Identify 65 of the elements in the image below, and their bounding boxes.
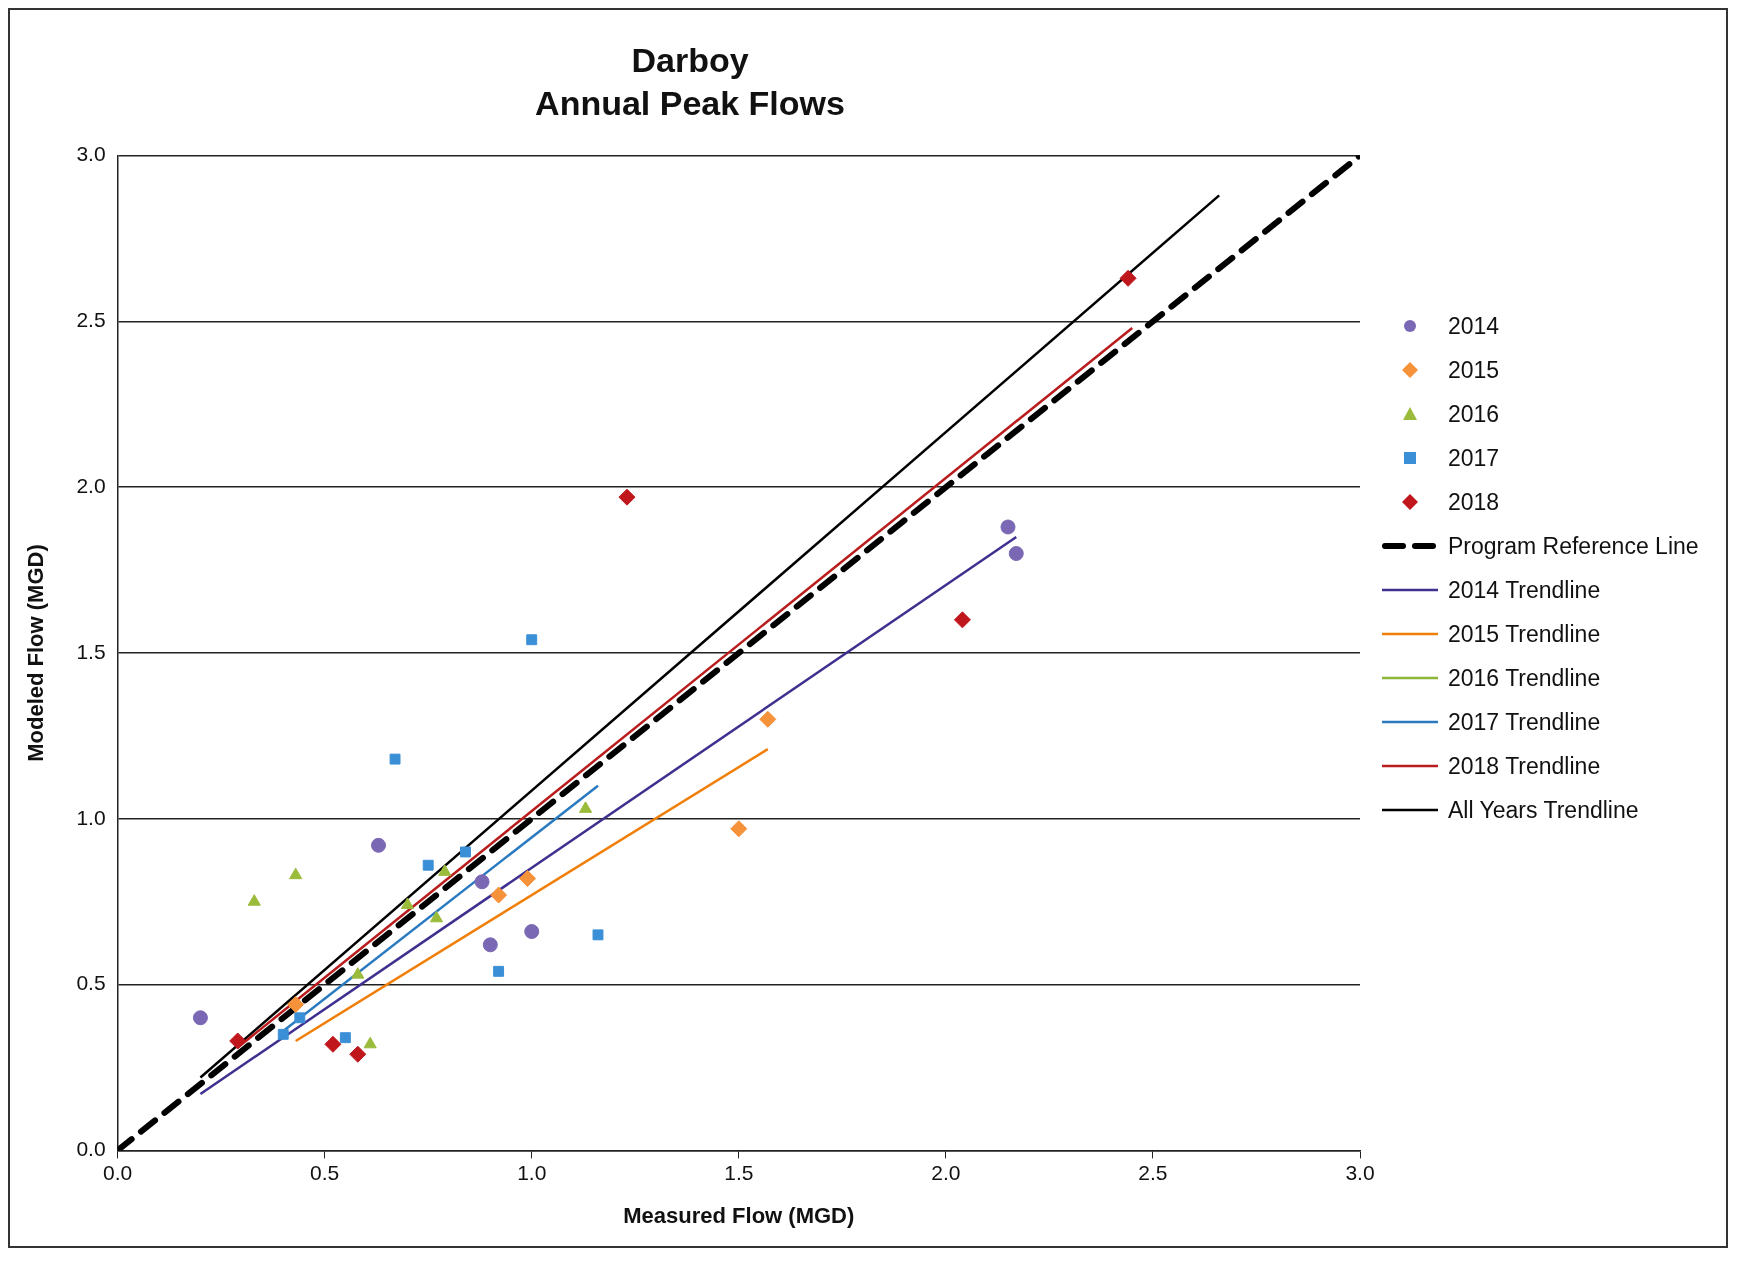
legend-label: 2018 Trendline <box>1448 752 1601 780</box>
point <box>339 1032 351 1044</box>
point <box>1119 269 1137 287</box>
x-tick-label: 2.5 <box>1138 1160 1168 1184</box>
point <box>287 996 305 1013</box>
legend-label: All Years Trendline <box>1448 796 1639 824</box>
x-axis-title: Measured Flow (MGD) <box>623 1202 855 1228</box>
point <box>526 634 538 646</box>
legend-label: 2018 <box>1448 488 1500 516</box>
chart-title: Darboy <box>631 40 749 79</box>
x-tick-label: 1.0 <box>517 1160 547 1184</box>
y-tick-label: 1.5 <box>76 639 106 663</box>
point <box>277 1028 289 1040</box>
y-tick-label: 2.0 <box>76 474 106 497</box>
point <box>474 874 490 890</box>
point <box>429 910 444 923</box>
x-tick-label: 0.0 <box>102 1160 133 1184</box>
point <box>618 488 636 506</box>
point <box>289 867 303 880</box>
point <box>192 1010 208 1026</box>
point <box>1008 546 1024 562</box>
y-tick-label: 3.0 <box>76 142 106 166</box>
legend-label: 2014 Trendline <box>1448 576 1601 604</box>
point <box>730 820 748 838</box>
point <box>294 1012 306 1024</box>
legend-label: Program Reference Line <box>1448 532 1699 560</box>
legend-label: 2017 Trendline <box>1448 708 1601 736</box>
point <box>438 864 452 876</box>
point <box>389 753 401 765</box>
x-tick-label: 0.5 <box>310 1160 340 1184</box>
point <box>1000 519 1016 535</box>
legend-label: 2016 <box>1448 400 1500 428</box>
point <box>460 846 471 858</box>
point <box>953 611 971 629</box>
y-tick-label: 0.5 <box>76 971 106 995</box>
point <box>400 897 415 910</box>
legend-label: 2014 <box>1448 312 1500 340</box>
x-tick-label: 3.0 <box>1345 1160 1375 1184</box>
y-axis-title: Modeled Flow (MGD) <box>23 544 49 762</box>
x-tick-label: 2.0 <box>931 1160 961 1184</box>
legend-label: 2017 <box>1448 444 1500 472</box>
point <box>759 710 777 728</box>
y-tick-label: 0.0 <box>76 1137 106 1161</box>
point <box>229 1032 247 1050</box>
point <box>493 965 505 977</box>
point <box>524 924 540 940</box>
legend-label: 2015 <box>1448 356 1500 384</box>
point <box>592 929 604 941</box>
point <box>349 1045 367 1063</box>
point <box>324 1035 342 1053</box>
y-tick-label: 2.5 <box>76 308 106 332</box>
point <box>519 869 537 887</box>
point <box>351 967 365 979</box>
point <box>482 937 498 953</box>
chart-subtitle: Annual Peak Flows <box>535 83 845 122</box>
point <box>422 859 434 871</box>
point <box>490 886 508 904</box>
x-tick-label: 1.5 <box>724 1160 754 1184</box>
y-tick-label: 1.0 <box>76 805 106 829</box>
point <box>363 1036 377 1049</box>
legend-label: 2016 Trendline <box>1448 664 1601 692</box>
point <box>579 801 593 813</box>
point <box>371 837 386 853</box>
point <box>247 894 261 906</box>
legend-label: 2015 Trendline <box>1448 620 1601 648</box>
